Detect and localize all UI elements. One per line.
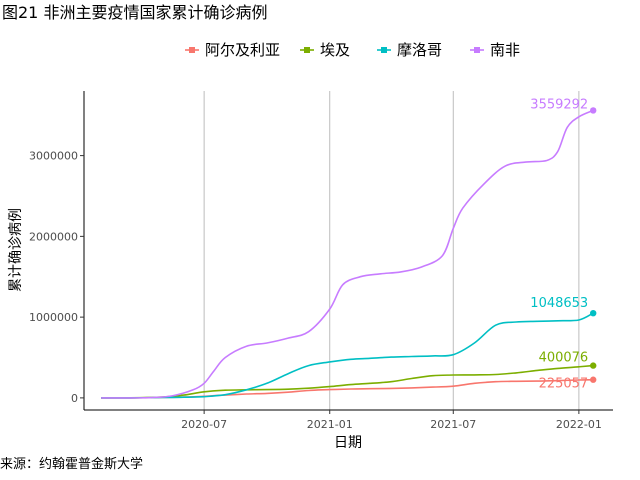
series-end-label: 225057 (539, 377, 589, 392)
y-tick-label: 2000000 (29, 230, 78, 243)
gridlines (203, 91, 580, 410)
y-tick-label: 3000000 (29, 150, 78, 163)
x-ticks: 2020-07 2021-01 2021-07 2022-01 (181, 410, 602, 431)
x-tick-label: 2021-07 (430, 418, 476, 431)
legend-key-marker (304, 47, 310, 53)
source-note: 来源：约翰霍普金斯大学 (0, 456, 143, 472)
y-tick-label: 0 (71, 392, 78, 405)
axes (83, 91, 613, 411)
series-end-label: 1048653 (530, 296, 588, 311)
legend-key-marker (474, 47, 480, 53)
legend-item-label: 阿尔及利亚 (205, 41, 280, 59)
y-ticks: 0 1000000 2000000 3000000 (29, 150, 84, 405)
legend-item-label: 南非 (490, 41, 520, 59)
series-line (101, 312, 594, 399)
series-end-label: 400076 (539, 351, 589, 366)
chart-title: 图21 非洲主要疫情国家累计确诊病例 (2, 3, 267, 22)
series-end-point (590, 309, 597, 317)
x-tick-label: 2022-01 (556, 418, 602, 431)
x-tick-label: 2021-01 (307, 418, 353, 431)
x-axis-title: 日期 (334, 435, 362, 451)
series-layer: 225057 400076 1048653 3559292 (101, 97, 597, 399)
x-tick-label: 2020-07 (181, 418, 227, 431)
legend: 阿尔及利亚 埃及 摩洛哥 南非 (185, 41, 520, 59)
series-end-point (590, 362, 597, 369)
y-tick-label: 1000000 (29, 311, 78, 324)
series-end-point (590, 376, 597, 383)
legend-item-label: 埃及 (320, 41, 350, 59)
series-end-label: 3559292 (530, 97, 588, 112)
legend-item-label: 摩洛哥 (397, 41, 442, 59)
series-end-point (590, 107, 597, 114)
series-line (101, 109, 594, 399)
legend-key-marker (189, 47, 195, 53)
series-line (101, 364, 594, 399)
y-axis-title: 累计确诊病例 (8, 208, 24, 292)
legend-key-marker (381, 47, 387, 53)
